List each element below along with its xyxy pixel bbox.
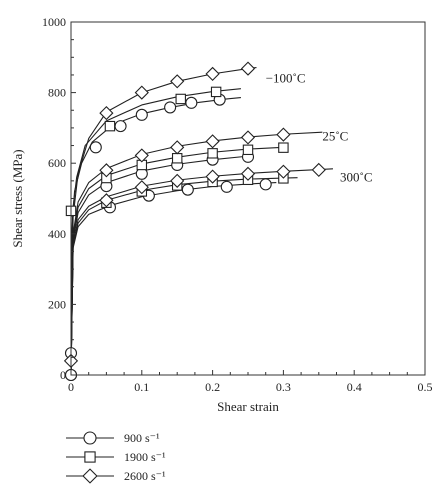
diamond-marker bbox=[134, 85, 149, 100]
y-tick-label: 0 bbox=[60, 368, 66, 382]
diamond-marker bbox=[134, 148, 149, 163]
square-marker bbox=[210, 86, 222, 98]
x-tick-label: 0.4 bbox=[347, 380, 362, 394]
diamond-marker bbox=[240, 166, 256, 181]
circle-marker bbox=[164, 101, 177, 114]
square-marker bbox=[171, 153, 183, 164]
square-marker bbox=[207, 148, 218, 159]
series-line bbox=[70, 88, 241, 376]
diamond-marker bbox=[311, 162, 326, 178]
markers-layer bbox=[63, 61, 326, 382]
legend-label: 900 s⁻¹ bbox=[124, 431, 160, 445]
diamond-marker bbox=[82, 468, 98, 484]
circle-marker bbox=[220, 180, 233, 193]
diamond-marker bbox=[240, 61, 256, 76]
diamond-marker bbox=[134, 180, 149, 195]
diamond-marker bbox=[276, 164, 291, 179]
x-axis-label: Shear strain bbox=[217, 399, 279, 414]
circle-marker bbox=[114, 120, 127, 133]
circle-marker bbox=[89, 141, 102, 154]
diamond-marker bbox=[205, 134, 220, 149]
legend-label: 2600 s⁻¹ bbox=[124, 469, 166, 483]
x-axis-ticks: 0 0.1 0.2 0.3 0.4 0.5 bbox=[68, 370, 433, 394]
square-marker bbox=[175, 93, 186, 105]
y-tick-label: 600 bbox=[48, 156, 66, 170]
diamond-marker bbox=[170, 173, 185, 188]
diamond-marker bbox=[99, 193, 114, 208]
y-tick-label: 1000 bbox=[42, 15, 66, 29]
series-line bbox=[70, 146, 284, 376]
circle-marker bbox=[83, 431, 97, 445]
temperature-label: 25˚C bbox=[322, 128, 348, 143]
x-tick-label: 0.1 bbox=[134, 380, 149, 394]
circle-marker bbox=[185, 96, 198, 109]
diamond-marker bbox=[240, 130, 256, 145]
series-line bbox=[70, 182, 277, 376]
temperature-label: −100˚C bbox=[266, 71, 306, 86]
diamond-marker bbox=[99, 163, 114, 178]
circle-marker bbox=[135, 108, 148, 121]
y-tick-label: 200 bbox=[48, 297, 66, 311]
square-marker bbox=[242, 144, 254, 156]
y-axis-label: Shear stress (MPa) bbox=[10, 149, 25, 247]
y-tick-label: 400 bbox=[48, 227, 66, 241]
circle-marker bbox=[181, 183, 194, 196]
square-marker bbox=[84, 451, 96, 463]
diamond-marker bbox=[99, 105, 114, 121]
y-tick-label: 800 bbox=[48, 86, 66, 100]
temperature-label: 300˚C bbox=[340, 170, 373, 185]
x-tick-label: 0.2 bbox=[205, 380, 220, 394]
diamond-marker bbox=[170, 140, 185, 155]
square-marker bbox=[278, 142, 289, 153]
diamond-marker bbox=[205, 66, 220, 81]
square-marker bbox=[104, 120, 116, 132]
y-axis-ticks: 0 200 400 600 800 1000 bbox=[42, 15, 76, 382]
diamond-marker bbox=[276, 127, 291, 142]
temperature-labels: −100˚C 25˚C 300˚C bbox=[266, 71, 373, 185]
circle-marker bbox=[259, 178, 272, 191]
legend-label: 1900 s⁻¹ bbox=[124, 450, 166, 464]
diamond-marker bbox=[170, 74, 185, 89]
x-tick-label: 0 bbox=[68, 380, 74, 394]
legend: 900 s⁻¹ 1900 s⁻¹ 2600 s⁻¹ bbox=[66, 431, 166, 484]
x-tick-label: 0.3 bbox=[276, 380, 291, 394]
x-tick-label: 0.5 bbox=[418, 380, 433, 394]
series-line bbox=[70, 66, 257, 376]
diamond-marker bbox=[205, 169, 220, 184]
